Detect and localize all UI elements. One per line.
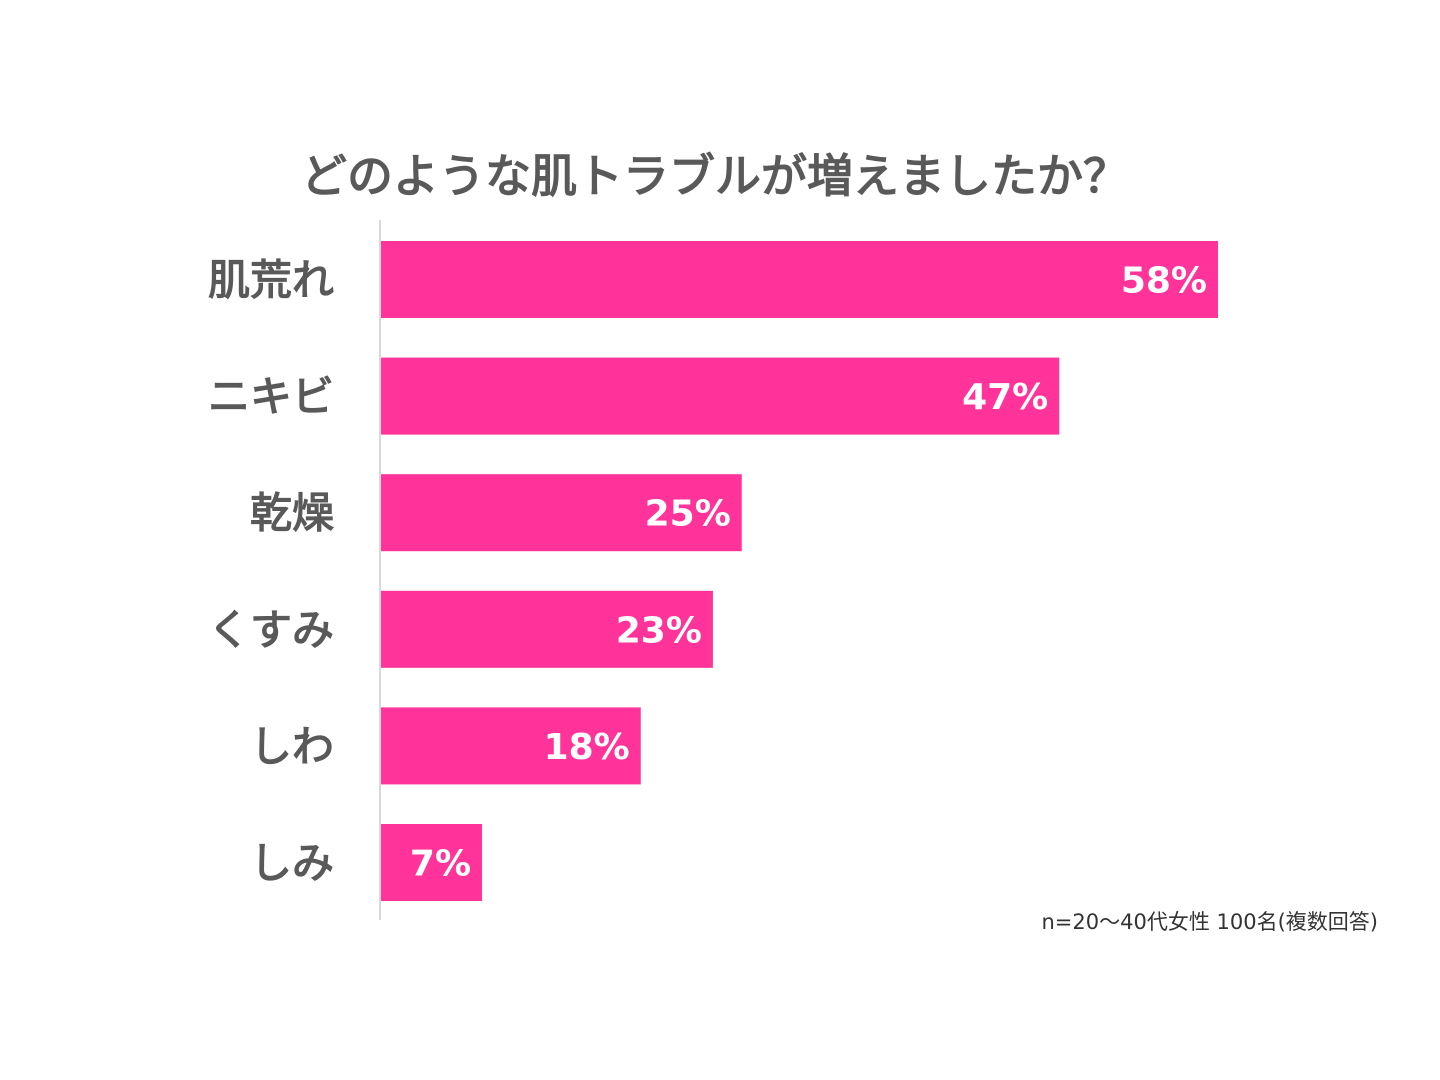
value-label-1: 58% xyxy=(1121,261,1207,302)
sample-note: n=20～40代女性 100名(複数回答) xyxy=(1041,910,1379,934)
value-label-4: 23% xyxy=(616,610,702,651)
bar-3 xyxy=(381,474,742,552)
category-label-3: 乾燥 xyxy=(250,489,335,538)
bar-1 xyxy=(381,241,1218,318)
chart-title: どのような肌トラブルが増えましたか？ xyxy=(301,149,1129,203)
value-label-3: 25% xyxy=(645,494,731,535)
value-label-5: 18% xyxy=(544,727,630,768)
bar-6 xyxy=(381,824,483,901)
category-label-1: 肌荒れ xyxy=(208,256,334,305)
category-label-2: ニキビ xyxy=(208,372,334,421)
bar-5 xyxy=(381,707,641,785)
category-label-5: しわ xyxy=(250,722,334,771)
bar-4 xyxy=(381,590,713,668)
value-label-2: 47% xyxy=(962,377,1048,418)
bar-2 xyxy=(381,357,1060,435)
category-label-6: しみ xyxy=(250,839,334,888)
value-label-6: 7% xyxy=(410,844,471,885)
category-label-4: くすみ xyxy=(208,605,334,654)
